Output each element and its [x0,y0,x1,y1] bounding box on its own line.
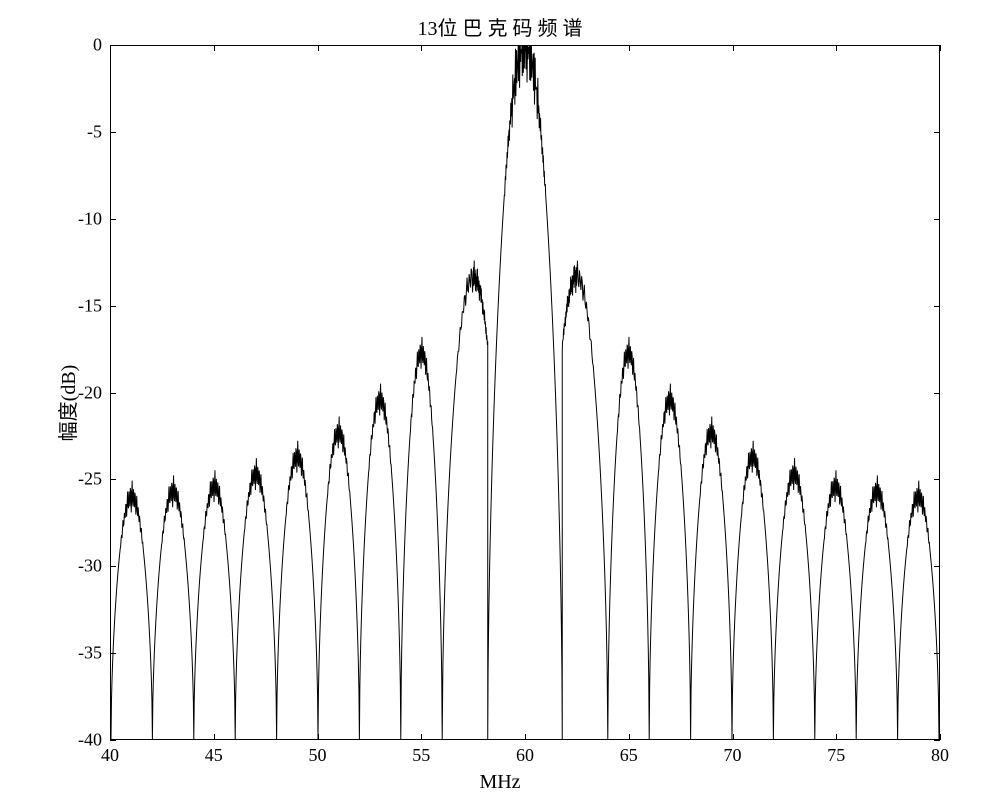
ytick-label: -10 [52,208,102,229]
ytick-label: -5 [52,121,102,142]
xtick-label: 75 [827,745,845,766]
xtick-label: 40 [101,745,119,766]
ytick-label: -20 [52,382,102,403]
ytick-label: -25 [52,469,102,490]
ytick-label: -40 [52,730,102,751]
xtick-label: 45 [205,745,223,766]
x-axis-label: MHz [0,771,1000,794]
y-axis-label: 幅度(dB) [52,365,81,442]
ytick-label: -15 [52,295,102,316]
xtick-label: 70 [724,745,742,766]
xtick-label: 80 [931,745,949,766]
figure-container: 13位 巴 克 码 频 谱 幅度(dB) MHz 40 45 50 55 60 65 70 7… [0,0,1000,806]
ytick-label: 0 [52,35,102,56]
xtick-label: 60 [516,745,534,766]
xtick-label: 50 [309,745,327,766]
xtick-label: 65 [620,745,638,766]
ytick-label: -30 [52,556,102,577]
plot-area [110,45,940,740]
chart-title: 13位 巴 克 码 频 谱 [0,12,1000,41]
xtick-label: 55 [412,745,430,766]
ytick-label: -35 [52,643,102,664]
spectrum-line [111,46,939,739]
